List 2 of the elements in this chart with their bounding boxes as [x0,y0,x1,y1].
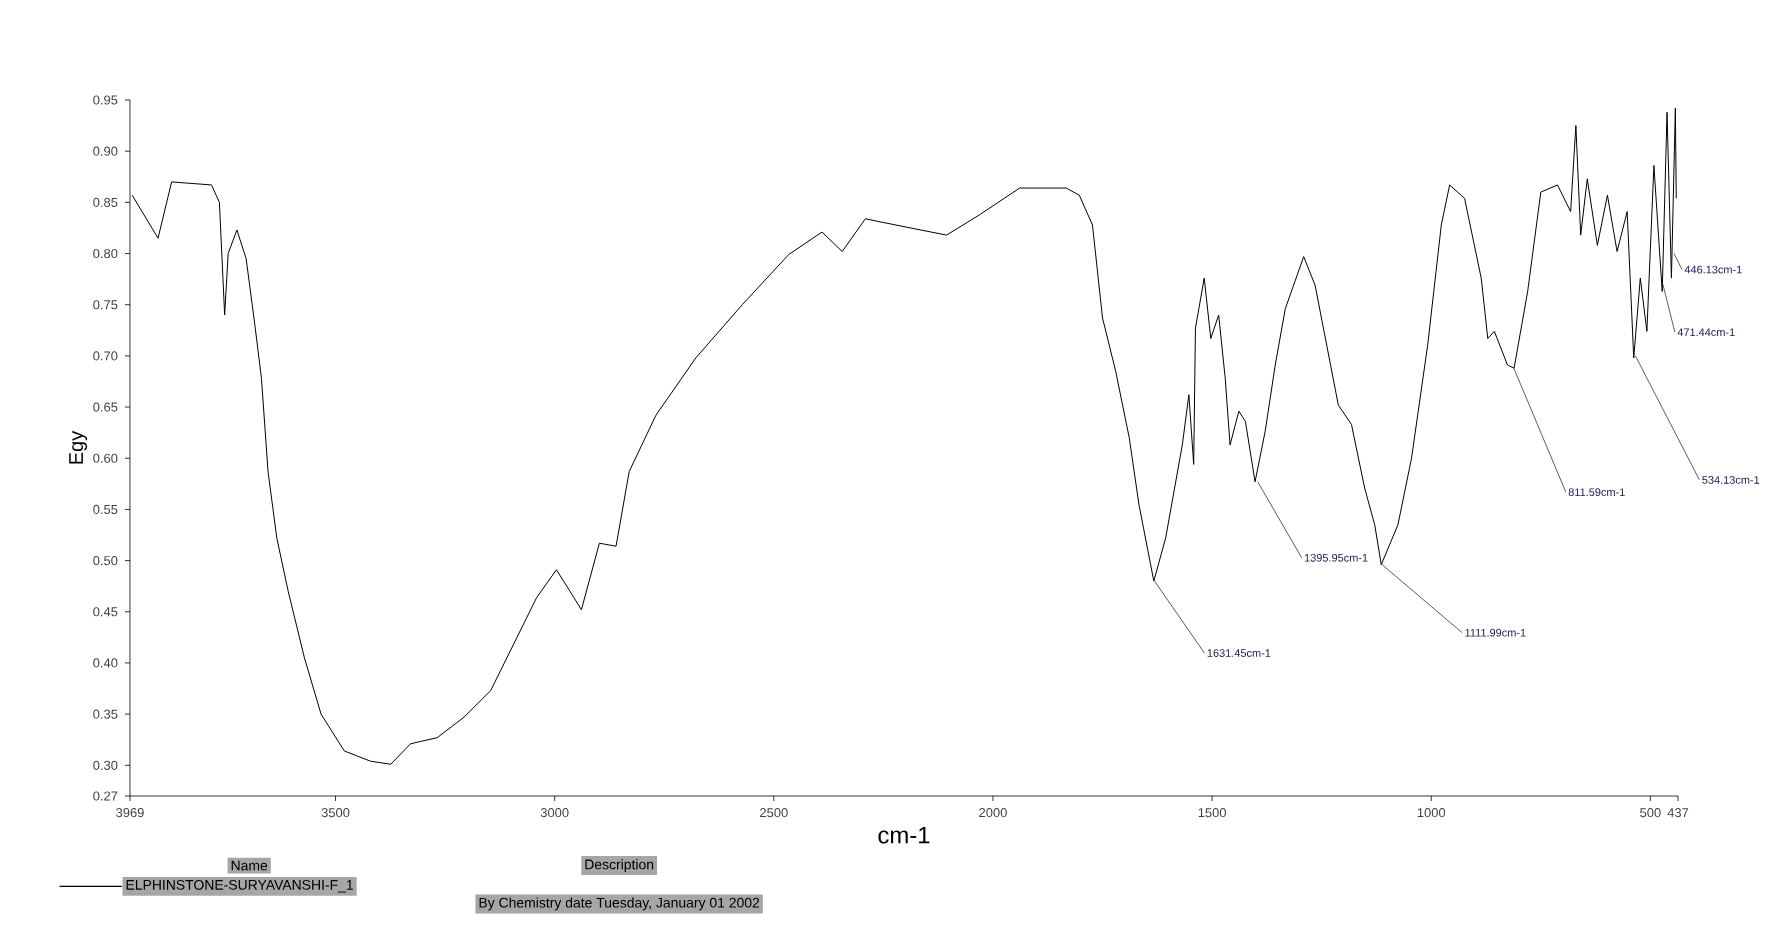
y-axis-title: Egy [69,430,88,464]
x-axis-title: cm-1 [878,826,930,844]
